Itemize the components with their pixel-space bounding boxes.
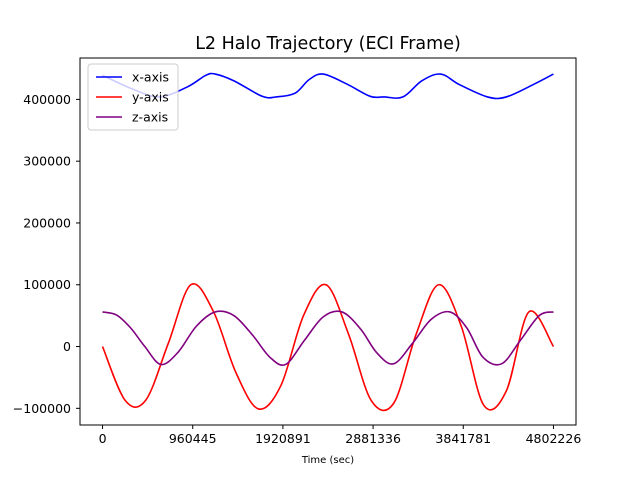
y-tick-label: 0 [63, 339, 71, 354]
series-line-x-axis [102, 72, 554, 100]
legend-box [87, 63, 179, 131]
y-tick-label: −100000 [13, 401, 71, 416]
x-tick-label: 2881336 [345, 431, 401, 446]
series-line-z-axis [102, 310, 554, 366]
x-tick-label: 4802226 [526, 431, 582, 446]
axes-frame [79, 57, 577, 426]
plot-area: 0 960445 1920891 2881336 3841781 4802226 −1000… [13, 57, 582, 446]
legend-label-z-axis: z-axis [132, 110, 168, 125]
x-tick-label: 960445 [169, 431, 217, 446]
x-tick-label: 3841781 [435, 431, 491, 446]
y-tick-label: 100000 [23, 277, 71, 292]
series-line-y-axis [101, 282, 555, 412]
x-tick-label: 0 [99, 431, 107, 446]
x-axis-label: Time (sec) [301, 455, 354, 466]
y-tick-label: 400000 [23, 92, 71, 107]
y-tick-label: 300000 [23, 154, 71, 169]
chart-title: L2 Halo Trajectory (ECI Frame) [195, 34, 461, 54]
y-tick-label: 200000 [23, 215, 71, 230]
legend-label-x-axis: x-axis [132, 70, 169, 85]
legend-label-y-axis: y-axis [132, 90, 169, 105]
x-tick-label: 1920891 [255, 431, 311, 446]
legend: x-axis y-axis z-axis [87, 63, 179, 131]
